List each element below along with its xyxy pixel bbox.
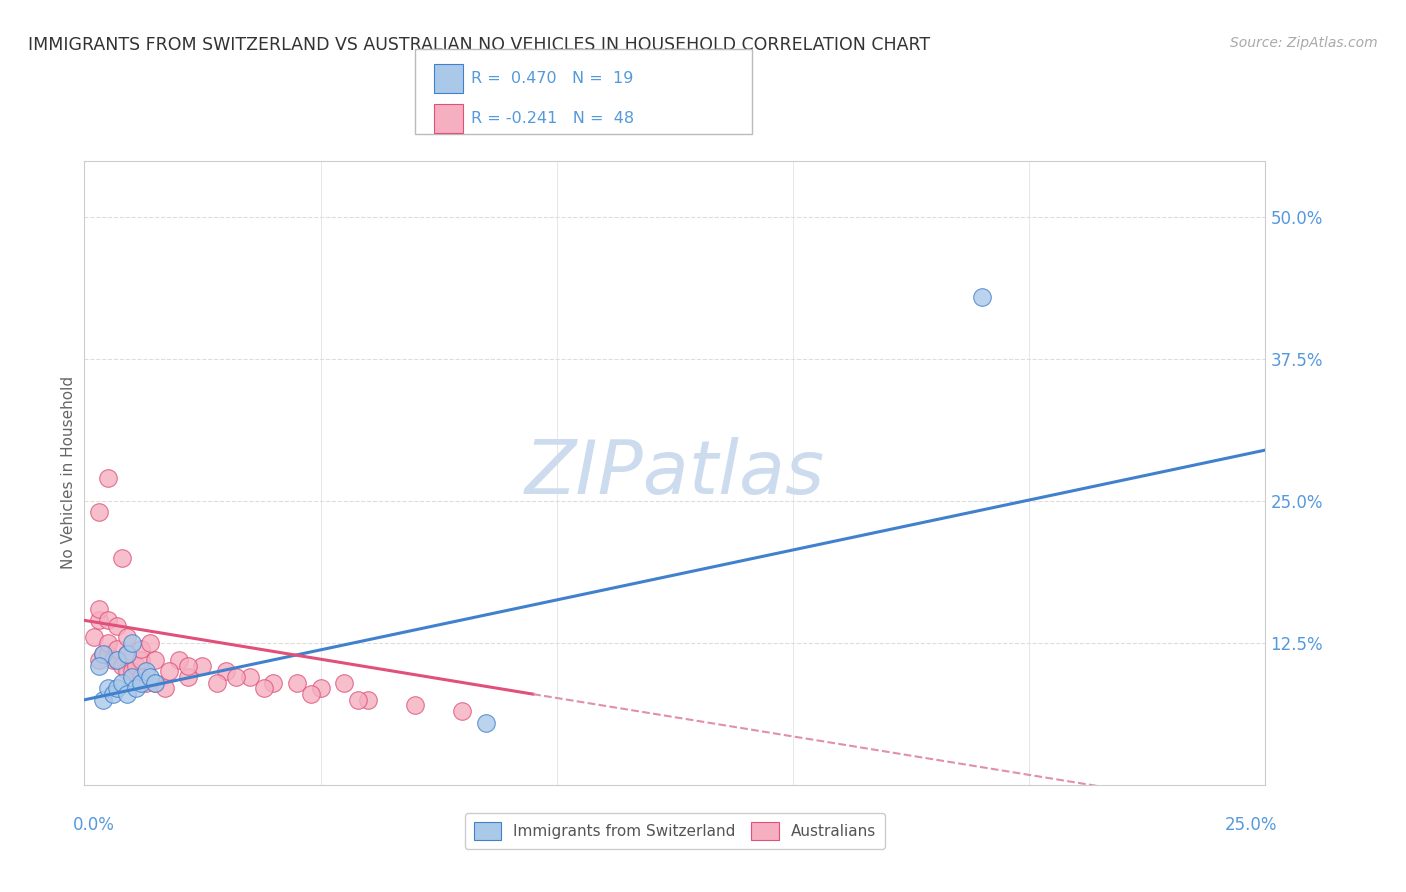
Point — [347, 693, 370, 707]
Text: Source: ZipAtlas.com: Source: ZipAtlas.com — [1230, 36, 1378, 50]
Point — [135, 665, 157, 679]
Point — [309, 681, 332, 696]
Point — [253, 681, 276, 696]
Point — [111, 675, 134, 690]
Point — [177, 658, 200, 673]
Point — [87, 653, 110, 667]
Point — [87, 506, 110, 520]
Point — [129, 653, 152, 667]
Point — [115, 631, 138, 645]
Point — [101, 687, 124, 701]
Point — [91, 693, 114, 707]
Point — [107, 619, 129, 633]
Point — [107, 681, 129, 696]
Point — [121, 670, 143, 684]
Text: 25.0%: 25.0% — [1225, 816, 1277, 834]
Point — [299, 687, 322, 701]
Point — [333, 675, 356, 690]
Point — [285, 675, 308, 690]
Point — [129, 641, 152, 656]
Point — [107, 641, 129, 656]
Legend: Immigrants from Switzerland, Australians: Immigrants from Switzerland, Australians — [464, 814, 886, 849]
Point — [107, 653, 129, 667]
Point — [121, 636, 143, 650]
Point — [177, 670, 200, 684]
Point — [91, 648, 114, 662]
Point — [115, 648, 138, 662]
Point — [129, 670, 152, 684]
Point — [107, 653, 129, 667]
Point — [451, 704, 474, 718]
Point — [404, 698, 426, 713]
Point — [143, 675, 166, 690]
Point — [125, 681, 148, 696]
Point — [111, 658, 134, 673]
Point — [101, 653, 124, 667]
Point — [97, 471, 120, 485]
Point — [215, 665, 238, 679]
Point — [262, 675, 284, 690]
Point — [125, 658, 148, 673]
Point — [87, 658, 110, 673]
Text: R =  0.470   N =  19: R = 0.470 N = 19 — [471, 71, 633, 86]
Point — [97, 613, 120, 627]
Point — [87, 613, 110, 627]
Point — [153, 681, 176, 696]
Point — [97, 681, 120, 696]
Point — [191, 658, 214, 673]
Point — [135, 675, 157, 690]
Text: 0.0%: 0.0% — [73, 816, 114, 834]
Point — [121, 665, 143, 679]
Point — [143, 653, 166, 667]
Point — [475, 715, 498, 730]
Point — [139, 636, 162, 650]
Point — [83, 631, 105, 645]
Point — [97, 648, 120, 662]
Point — [167, 653, 190, 667]
Text: ZIPatlas: ZIPatlas — [524, 437, 825, 508]
Point — [115, 687, 138, 701]
Point — [970, 290, 993, 304]
Text: R = -0.241   N =  48: R = -0.241 N = 48 — [471, 112, 634, 126]
Point — [115, 665, 138, 679]
Point — [91, 648, 114, 662]
Point — [111, 550, 134, 565]
Point — [157, 665, 180, 679]
Y-axis label: No Vehicles in Household: No Vehicles in Household — [60, 376, 76, 569]
Point — [239, 670, 262, 684]
Point — [115, 648, 138, 662]
Point — [129, 675, 152, 690]
Point — [143, 675, 166, 690]
Point — [87, 602, 110, 616]
Point — [97, 636, 120, 650]
Point — [357, 693, 380, 707]
Text: IMMIGRANTS FROM SWITZERLAND VS AUSTRALIAN NO VEHICLES IN HOUSEHOLD CORRELATION C: IMMIGRANTS FROM SWITZERLAND VS AUSTRALIA… — [28, 36, 931, 54]
Point — [139, 670, 162, 684]
Point — [205, 675, 228, 690]
Point — [225, 670, 247, 684]
